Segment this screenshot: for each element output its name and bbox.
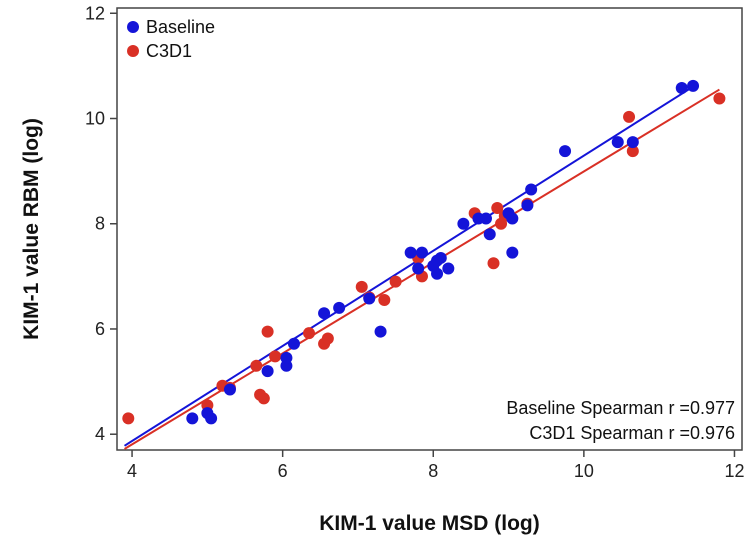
y-tick-label: 12 (85, 3, 105, 23)
point-baseline (375, 326, 387, 338)
point-baseline (416, 247, 428, 259)
point-baseline (484, 228, 496, 240)
point-c3d1 (303, 327, 315, 339)
annotation-c3d1-spearman: C3D1 Spearman r =0.976 (529, 423, 735, 443)
point-baseline (521, 199, 533, 211)
point-baseline (506, 212, 518, 224)
point-baseline (457, 218, 469, 230)
x-tick-label: 12 (724, 461, 744, 481)
legend-label-baseline: Baseline (146, 17, 215, 37)
legend-marker-baseline (127, 21, 139, 33)
point-baseline (687, 80, 699, 92)
plot-border (117, 8, 742, 450)
point-baseline (506, 247, 518, 259)
point-baseline (442, 262, 454, 274)
point-c3d1 (269, 350, 281, 362)
point-baseline (288, 338, 300, 350)
annotation-baseline-spearman: Baseline Spearman r =0.977 (506, 398, 735, 418)
point-c3d1 (262, 326, 274, 338)
data-points (122, 80, 725, 425)
point-baseline (333, 302, 345, 314)
point-baseline (318, 307, 330, 319)
plot-frame (117, 8, 742, 450)
legend: Baseline C3D1 (127, 17, 215, 61)
y-tick-label: 6 (95, 319, 105, 339)
point-c3d1 (623, 111, 635, 123)
point-baseline (612, 136, 624, 148)
y-tick-label: 4 (95, 424, 105, 444)
point-baseline (431, 268, 443, 280)
point-c3d1 (713, 93, 725, 105)
y-axis-title: KIM-1 value RBM (log) (20, 118, 43, 340)
point-c3d1 (122, 412, 134, 424)
point-baseline (559, 145, 571, 157)
point-baseline (405, 247, 417, 259)
point-c3d1 (390, 276, 402, 288)
x-tick-label: 6 (278, 461, 288, 481)
point-c3d1 (258, 392, 270, 404)
legend-marker-c3d1 (127, 45, 139, 57)
x-tick-label: 4 (127, 461, 137, 481)
point-baseline (627, 136, 639, 148)
point-baseline (186, 412, 198, 424)
point-baseline (224, 383, 236, 395)
x-axis-title: KIM-1 value MSD (log) (319, 512, 540, 535)
point-c3d1 (250, 360, 262, 372)
point-c3d1 (356, 281, 368, 293)
y-tick-label: 10 (85, 109, 105, 129)
point-baseline (525, 184, 537, 196)
point-baseline (262, 365, 274, 377)
legend-label-c3d1: C3D1 (146, 41, 192, 61)
fit-line-baseline (125, 84, 697, 445)
y-tick-label: 8 (95, 214, 105, 234)
point-baseline (280, 352, 292, 364)
point-baseline (412, 262, 424, 274)
x-tick-label: 8 (428, 461, 438, 481)
point-baseline (480, 212, 492, 224)
point-c3d1 (488, 257, 500, 269)
point-c3d1 (322, 332, 334, 344)
point-baseline (205, 412, 217, 424)
x-tick-label: 10 (574, 461, 594, 481)
point-baseline (363, 292, 375, 304)
point-c3d1 (378, 294, 390, 306)
point-baseline (676, 82, 688, 94)
point-baseline (435, 252, 447, 264)
